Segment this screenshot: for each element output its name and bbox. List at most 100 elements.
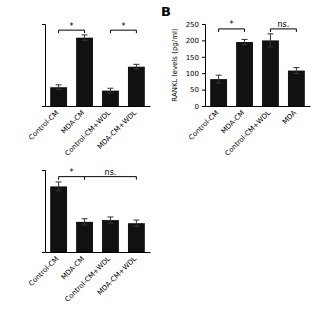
- error-line: [110, 88, 111, 93]
- panel: Control-CMMDA-CMControl-CM+WDL MDA 0 50 100 1…: [161, 4, 311, 158]
- panel-title: B: [161, 4, 171, 19]
- error-line: [58, 85, 59, 90]
- error-line: [136, 64, 137, 69]
- error-line: [84, 35, 85, 40]
- bar: [76, 222, 93, 252]
- tick-label: Control-CM+WDL: [224, 109, 273, 158]
- error-bar: [242, 39, 248, 44]
- tick-mark: [202, 57, 205, 58]
- axis-line: [46, 252, 151, 253]
- error-cap: [56, 181, 62, 182]
- error-cap: [82, 34, 88, 35]
- error-cap: [133, 64, 139, 65]
- error-cap: [82, 224, 88, 225]
- error-cap: [82, 40, 88, 41]
- y-axis: 0 50 100 150 200 250: [186, 21, 206, 111]
- significance-label: ns.: [105, 168, 117, 177]
- tick-label: MDA-CM: [220, 109, 246, 135]
- bar: [288, 71, 305, 106]
- tick-mark: [202, 24, 205, 25]
- tick-label: MDA-CM: [60, 255, 86, 281]
- error-cap: [133, 220, 139, 221]
- error-cap: [293, 73, 299, 74]
- error-cap: [56, 89, 62, 90]
- tick-mark: [202, 40, 205, 41]
- tick: 200: [186, 37, 205, 45]
- panel: Control-CMMDA-CMControl-CM+WDLMDA-CM+WDL…: [27, 22, 150, 158]
- tick: MDA-CM: [220, 109, 246, 135]
- error-line: [84, 219, 85, 225]
- error-line: [58, 182, 59, 191]
- y-axis: [42, 25, 46, 107]
- tick-label: MDA: [281, 109, 298, 126]
- error-bar: [82, 219, 88, 225]
- tick-mark: [202, 106, 205, 107]
- error-cap: [216, 83, 222, 84]
- error-cap: [107, 216, 113, 217]
- y-axis: [42, 171, 46, 253]
- error-cap: [56, 190, 62, 191]
- tick: 250: [186, 21, 205, 29]
- error-bar: [107, 88, 113, 93]
- tick-label: Control-CM+WDL: [64, 255, 113, 304]
- tick-label: Control-CM: [187, 109, 220, 142]
- panel: Control-CMMDA-CMControl-CM+WDLMDA-CM+WDL…: [27, 168, 150, 303]
- tick-label: MDA-CM+WDL: [96, 109, 138, 151]
- error-cap: [107, 88, 113, 89]
- tick-label: 50: [190, 86, 199, 94]
- error-bar: [293, 68, 299, 74]
- significance-label: *: [121, 22, 125, 31]
- error-cap: [242, 44, 248, 45]
- error-line: [270, 34, 271, 47]
- error-bar: [216, 75, 222, 83]
- tick: Control-CM+WDL: [64, 109, 113, 158]
- error-cap: [133, 69, 139, 70]
- tick: Control-CM: [27, 109, 60, 142]
- bar: [102, 220, 119, 252]
- tick-label: Control-CM: [27, 109, 60, 142]
- error-bar: [133, 64, 139, 69]
- error-bar: [56, 85, 62, 90]
- tick: MDA-CM: [60, 255, 86, 281]
- x-axis: Control-CMMDA-CMControl-CM+WDL MDA: [187, 107, 310, 158]
- error-line: [296, 68, 297, 74]
- figure: Control-CMMDA-CMControl-CM+WDLMDA-CM+WDL…: [0, 0, 320, 320]
- error-line: [244, 39, 245, 44]
- tick-label: 100: [186, 70, 199, 78]
- error-cap: [56, 84, 62, 85]
- significance-label: *: [70, 168, 74, 177]
- error-bar: [267, 34, 273, 47]
- error-cap: [267, 33, 273, 34]
- tick: 50: [190, 86, 205, 94]
- tick-label: 250: [186, 21, 199, 29]
- tick: MDA-CM+WDL: [96, 109, 138, 151]
- error-line: [218, 75, 219, 83]
- tick-label: Control-CM+WDL: [64, 109, 113, 158]
- x-axis: Control-CMMDA-CMControl-CM+WDLMDA-CM+WDL: [27, 253, 150, 304]
- error-bar: [56, 182, 62, 191]
- significance-label: *: [230, 20, 234, 29]
- tick: Control-CM: [27, 255, 60, 288]
- marks: [50, 182, 145, 252]
- bar: [210, 79, 227, 106]
- tick-label: 150: [186, 54, 199, 62]
- bar: [102, 91, 119, 106]
- error-cap: [107, 223, 113, 224]
- axis-line: [206, 106, 311, 107]
- tick-label: 200: [186, 37, 199, 45]
- error-line: [136, 220, 137, 226]
- tick-label: 0: [195, 103, 199, 111]
- marks: [210, 34, 305, 106]
- axis-line: [42, 25, 46, 107]
- bar: [128, 67, 145, 106]
- error-bar: [107, 217, 113, 223]
- tick-label: Control-CM: [27, 255, 60, 288]
- bar: [128, 223, 145, 252]
- tick: MDA: [281, 109, 298, 126]
- tick: 0: [195, 103, 205, 111]
- error-cap: [267, 46, 273, 47]
- bar: [50, 186, 67, 252]
- tick-label: MDA-CM+WDL: [96, 255, 138, 297]
- axis-line: [202, 25, 206, 107]
- tick: MDA-CM+WDL: [96, 255, 138, 297]
